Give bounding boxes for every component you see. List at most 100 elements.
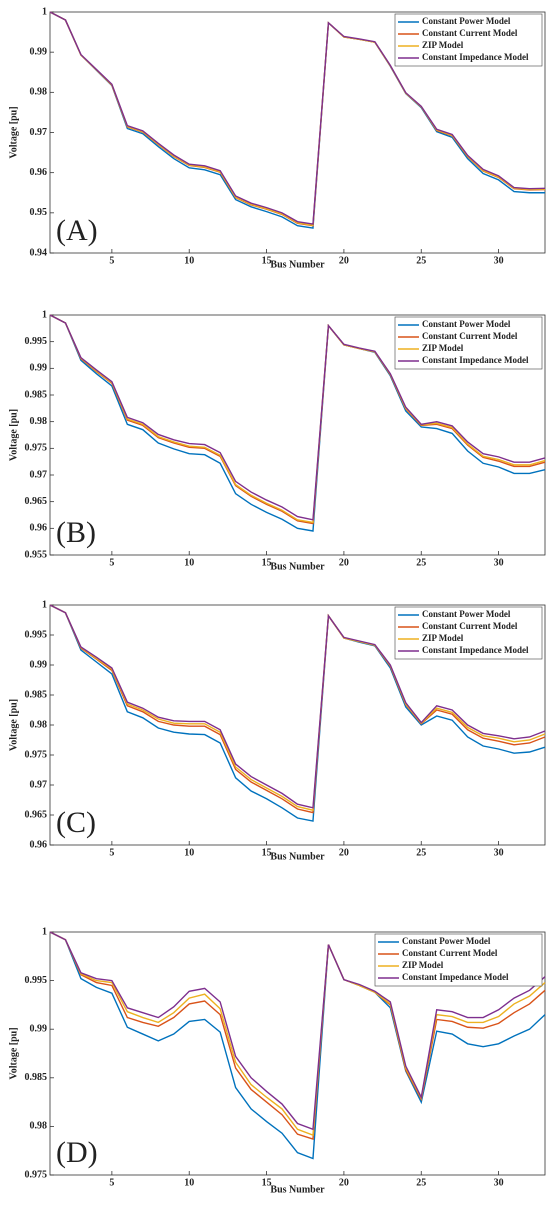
y-tick-label: 0.94 — [30, 247, 48, 258]
y-tick-label: 0.98 — [30, 719, 48, 730]
legend-label: Constant Current Model — [402, 948, 498, 958]
x-tick-label: 30 — [494, 255, 504, 266]
y-axis-label: Voltage [pu] — [8, 699, 19, 751]
y-tick-label: 0.965 — [25, 809, 48, 820]
series-line — [49, 604, 546, 814]
x-tick-label: 20 — [339, 847, 349, 858]
y-tick-label: 0.98 — [30, 87, 48, 98]
legend-label: Constant Power Model — [422, 609, 511, 619]
x-tick-label: 20 — [339, 1177, 349, 1188]
series-line — [49, 604, 546, 822]
series-line — [49, 314, 546, 532]
legend-label: Constant Impedance Model — [422, 355, 529, 365]
legend-label: Constant Impedance Model — [422, 52, 529, 62]
y-tick-label: 1 — [42, 926, 47, 937]
x-tick-label: 5 — [109, 1177, 114, 1188]
y-tick-label: 0.985 — [25, 1072, 48, 1083]
x-tick-label: 15 — [262, 255, 272, 266]
legend-label: ZIP Model — [422, 343, 464, 353]
x-tick-label: 5 — [109, 557, 114, 568]
legend-label: Constant Impedance Model — [402, 972, 509, 982]
x-tick-label: 30 — [494, 557, 504, 568]
series-line — [49, 11, 546, 225]
legend-label: Constant Current Model — [422, 28, 518, 38]
x-tick-label: 10 — [184, 1177, 194, 1188]
y-tick-label: 0.995 — [25, 629, 48, 640]
x-tick-label: 20 — [339, 557, 349, 568]
y-tick-label: 0.985 — [25, 689, 48, 700]
x-tick-label: 15 — [262, 847, 272, 858]
y-tick-label: 0.975 — [25, 749, 48, 760]
y-axis-label: Voltage [pu] — [8, 106, 19, 158]
legend-label: Constant Current Model — [422, 621, 518, 631]
y-tick-label: 0.97 — [30, 127, 48, 138]
series-line — [49, 11, 545, 229]
x-tick-label: 5 — [109, 847, 114, 858]
x-tick-label: 25 — [416, 847, 426, 858]
series-line — [49, 931, 546, 1131]
chart: 0.955 0.96 0.965 0.97 0.975 0.98 0.985 0.99 0.99… — [8, 309, 546, 572]
legend-label: ZIP Model — [422, 633, 464, 643]
y-tick-label: 1 — [42, 309, 47, 320]
x-tick-label: 20 — [339, 255, 349, 266]
panel-label: (B) — [56, 516, 96, 549]
legend-label: ZIP Model — [402, 960, 444, 970]
y-tick-label: 0.97 — [30, 779, 48, 790]
x-axis-label: Bus Number — [270, 561, 325, 572]
y-tick-label: 0.99 — [30, 1023, 48, 1034]
legend-label: Constant Power Model — [422, 319, 511, 329]
legend-label: ZIP Model — [422, 40, 464, 50]
series-line — [49, 314, 546, 525]
legend-box — [394, 606, 543, 660]
series-line — [49, 931, 546, 1160]
x-axis-label: Bus Number — [270, 851, 325, 862]
y-tick-label: 0.965 — [25, 496, 48, 507]
series-line — [49, 931, 546, 1137]
y-tick-label: 1 — [42, 599, 47, 610]
y-tick-label: 0.95 — [30, 207, 48, 218]
x-tick-label: 10 — [184, 847, 194, 858]
x-tick-label: 10 — [184, 255, 194, 266]
y-tick-label: 0.995 — [25, 336, 48, 347]
y-axis-label: Voltage [pu] — [8, 409, 19, 461]
x-tick-label: 15 — [262, 557, 272, 568]
y-tick-label: 0.975 — [25, 443, 48, 454]
x-tick-label: 25 — [416, 557, 426, 568]
y-tick-label: 0.99 — [30, 46, 48, 57]
y-tick-label: 0.99 — [30, 363, 48, 374]
y-axis-label: Voltage [pu] — [8, 1027, 19, 1079]
y-tick-label: 0.995 — [25, 975, 48, 986]
x-tick-label: 25 — [416, 255, 426, 266]
y-tick-label: 0.975 — [25, 1169, 48, 1180]
x-tick-label: 15 — [262, 1177, 272, 1188]
y-tick-label: 0.97 — [30, 469, 48, 480]
y-tick-label: 0.96 — [30, 523, 48, 534]
x-tick-label: 5 — [109, 255, 114, 266]
legend-box — [374, 933, 543, 987]
x-tick-label: 30 — [494, 847, 504, 858]
x-axis-label: Bus Number — [270, 1184, 325, 1195]
legend-label: Constant Power Model — [422, 16, 511, 26]
y-tick-label: 0.98 — [30, 1121, 48, 1132]
series-line — [49, 314, 546, 521]
x-tick-label: 30 — [494, 1177, 504, 1188]
x-tick-label: 10 — [184, 557, 194, 568]
x-axis-label: Bus Number — [270, 259, 325, 270]
y-tick-label: 0.99 — [30, 659, 48, 670]
x-tick-label: 25 — [416, 1177, 426, 1188]
legend-label: Constant Power Model — [402, 936, 491, 946]
legend-box — [394, 13, 543, 67]
y-tick-label: 0.98 — [30, 416, 48, 427]
legend-box — [394, 316, 543, 370]
panel-label: (A) — [56, 214, 98, 247]
series-line — [49, 931, 546, 1140]
legend-label: Constant Impedance Model — [422, 645, 529, 655]
y-tick-label: 0.96 — [30, 839, 48, 850]
series-line — [49, 604, 546, 809]
y-tick-label: 0.955 — [25, 549, 48, 560]
series-line — [49, 604, 546, 812]
panel-label: (C) — [56, 806, 96, 839]
